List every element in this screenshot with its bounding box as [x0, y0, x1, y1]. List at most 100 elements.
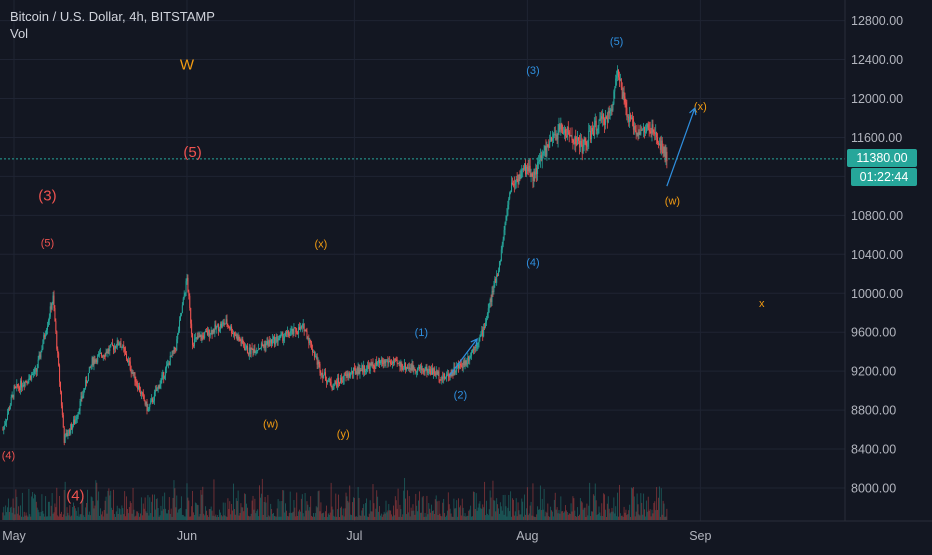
volume-bar	[240, 503, 242, 520]
volume-bar	[316, 507, 318, 520]
volume-bar	[166, 513, 167, 520]
candle-body	[221, 322, 223, 327]
volume-bar	[600, 515, 602, 520]
wave-label[interactable]: (x)	[314, 238, 327, 250]
volume-bar	[89, 515, 91, 520]
candle-body	[18, 386, 20, 388]
candle-body	[423, 371, 425, 373]
volume-bar	[334, 516, 336, 520]
wave-label[interactable]: x	[759, 298, 765, 310]
projection-arrow-line[interactable]	[448, 338, 478, 377]
wave-label[interactable]: (5)	[610, 36, 623, 48]
wave-label[interactable]: (4)	[526, 257, 539, 269]
volume-bar	[645, 516, 646, 520]
volume-bar	[273, 512, 274, 520]
candle-body	[581, 144, 583, 154]
candle-body	[399, 361, 401, 367]
price-tick-label: 10400.00	[851, 248, 903, 262]
candle-body	[126, 354, 128, 360]
wave-label[interactable]: (x)	[694, 101, 707, 113]
volume-bar	[624, 512, 626, 520]
candle-body	[528, 165, 530, 172]
volume-bar	[466, 515, 468, 520]
candle-body	[649, 129, 651, 132]
volume-bar	[15, 489, 17, 520]
projection-arrows[interactable]	[448, 107, 697, 377]
wave-label[interactable]: (5)	[41, 238, 54, 250]
candle-body	[231, 326, 233, 334]
wave-label[interactable]: W	[180, 56, 195, 73]
volume-bar	[619, 513, 621, 520]
volume-bar	[130, 503, 132, 520]
candle-body	[644, 126, 646, 133]
volume-bar	[108, 488, 110, 520]
wave-label[interactable]: (3)	[38, 188, 56, 205]
wave-label[interactable]: (5)	[183, 144, 201, 161]
volume-bar	[123, 514, 125, 520]
candle-body	[90, 364, 92, 367]
projection-arrow-line[interactable]	[666, 108, 696, 187]
candle-body	[325, 380, 327, 383]
candles[interactable]	[2, 65, 668, 446]
volume-bar	[585, 516, 587, 520]
candle-body	[116, 340, 118, 348]
wave-label[interactable]: (1)	[415, 327, 428, 339]
volume-bar	[501, 510, 503, 520]
volume-bar	[357, 487, 359, 520]
candle-body	[96, 359, 98, 363]
volume-bar	[81, 501, 83, 520]
candle-body	[304, 330, 306, 332]
volume-bar	[393, 515, 395, 520]
volume-bar	[629, 504, 631, 520]
candle-body	[554, 133, 556, 136]
candle-body	[597, 125, 599, 130]
candle-body	[508, 198, 510, 205]
volume-bar	[269, 516, 271, 520]
volume-bar	[366, 516, 368, 520]
wave-annotations[interactable]: W(5)(3)(5)3)(4)(4)(x)(w)(y)(1)(2)(3)(4)(…	[0, 36, 765, 505]
wave-label[interactable]: (w)	[263, 419, 278, 431]
volume-bar	[47, 516, 48, 520]
candle-body	[250, 347, 252, 354]
candle-body	[524, 163, 526, 170]
volume-bar	[592, 511, 593, 520]
wave-label[interactable]: (y)	[337, 428, 350, 440]
volume-bar	[170, 508, 172, 520]
candle-body	[319, 363, 321, 373]
volume-bar	[165, 508, 167, 520]
candle-body	[20, 380, 22, 391]
candle-body	[412, 364, 414, 370]
volume-bar	[167, 513, 168, 520]
volume-bar	[522, 501, 524, 520]
wave-label[interactable]: (w)	[665, 196, 680, 208]
candle-body	[472, 349, 474, 351]
candle-body	[3, 426, 5, 430]
wave-label[interactable]: (3)	[526, 65, 539, 77]
candle-body	[479, 335, 481, 338]
time-axis[interactable]: May Jun Jul Aug Sep	[2, 529, 711, 543]
candle-body	[420, 365, 422, 371]
candle-body	[663, 146, 665, 154]
volume-bar	[556, 507, 558, 520]
candle-body	[434, 373, 436, 376]
wave-label[interactable]: (4)	[2, 450, 15, 462]
wave-label[interactable]: (4)	[66, 488, 84, 505]
volume-bar	[453, 498, 455, 520]
volume-bar	[339, 516, 340, 520]
candle-body	[305, 330, 307, 332]
candle-body	[506, 215, 508, 217]
volume-bar	[400, 509, 402, 520]
volume-bar	[428, 503, 430, 520]
volume-bar	[249, 516, 251, 520]
volume-bar	[233, 508, 235, 520]
candle-body	[233, 332, 235, 335]
candle-body	[25, 380, 27, 382]
volume-bar	[27, 516, 29, 520]
volume-indicator-label[interactable]: Vol	[10, 26, 28, 41]
candle-body	[53, 295, 55, 309]
volume-bar	[663, 503, 665, 520]
wave-label[interactable]: (2)	[454, 389, 467, 401]
volume-bar	[304, 493, 306, 520]
